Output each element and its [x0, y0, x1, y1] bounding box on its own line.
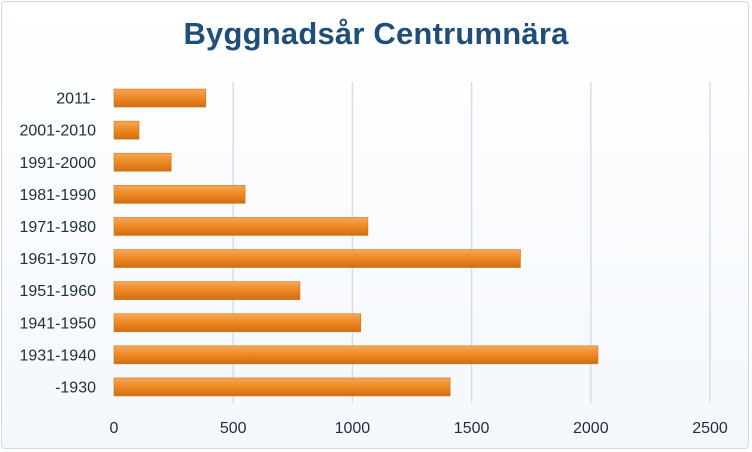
category-label: 1991-2000: [19, 155, 96, 172]
category-label: 1971-1980: [19, 219, 96, 236]
x-tick-label: 1500: [454, 420, 490, 437]
bar: [113, 185, 246, 204]
bar: [113, 249, 521, 268]
category-label: 2001-2010: [19, 123, 96, 140]
category-label: -1930: [55, 379, 96, 396]
x-tick-label: 2000: [573, 420, 609, 437]
category-labels: 2011- 2001-2010 1991-2000 1981-1990 1971-198…: [19, 91, 96, 397]
bar: [113, 313, 362, 333]
category-label: 1961-1970: [19, 251, 96, 268]
bar: [113, 377, 451, 397]
category-label: 1931-1940: [19, 347, 96, 364]
bar: [113, 88, 207, 108]
category-label: 2011-: [56, 91, 96, 108]
bars: [113, 88, 599, 397]
bar: [113, 120, 140, 140]
x-tick-labels: 0 500 1000 1500 2000 2500: [110, 420, 728, 437]
x-tick-label: 500: [220, 420, 247, 437]
bar: [113, 345, 599, 365]
category-label: 1981-1990: [19, 187, 96, 204]
chart-title: Byggnadsår Centrumnära: [183, 16, 569, 51]
x-tick-label: 1000: [335, 420, 371, 437]
bar: [113, 217, 369, 236]
x-tick-label: 2500: [692, 420, 728, 437]
bar: [113, 281, 301, 300]
category-label: 1941-1950: [19, 315, 96, 332]
x-tick-label: 0: [110, 420, 119, 437]
bar: [113, 152, 172, 172]
category-label: 1951-1960: [19, 283, 96, 300]
